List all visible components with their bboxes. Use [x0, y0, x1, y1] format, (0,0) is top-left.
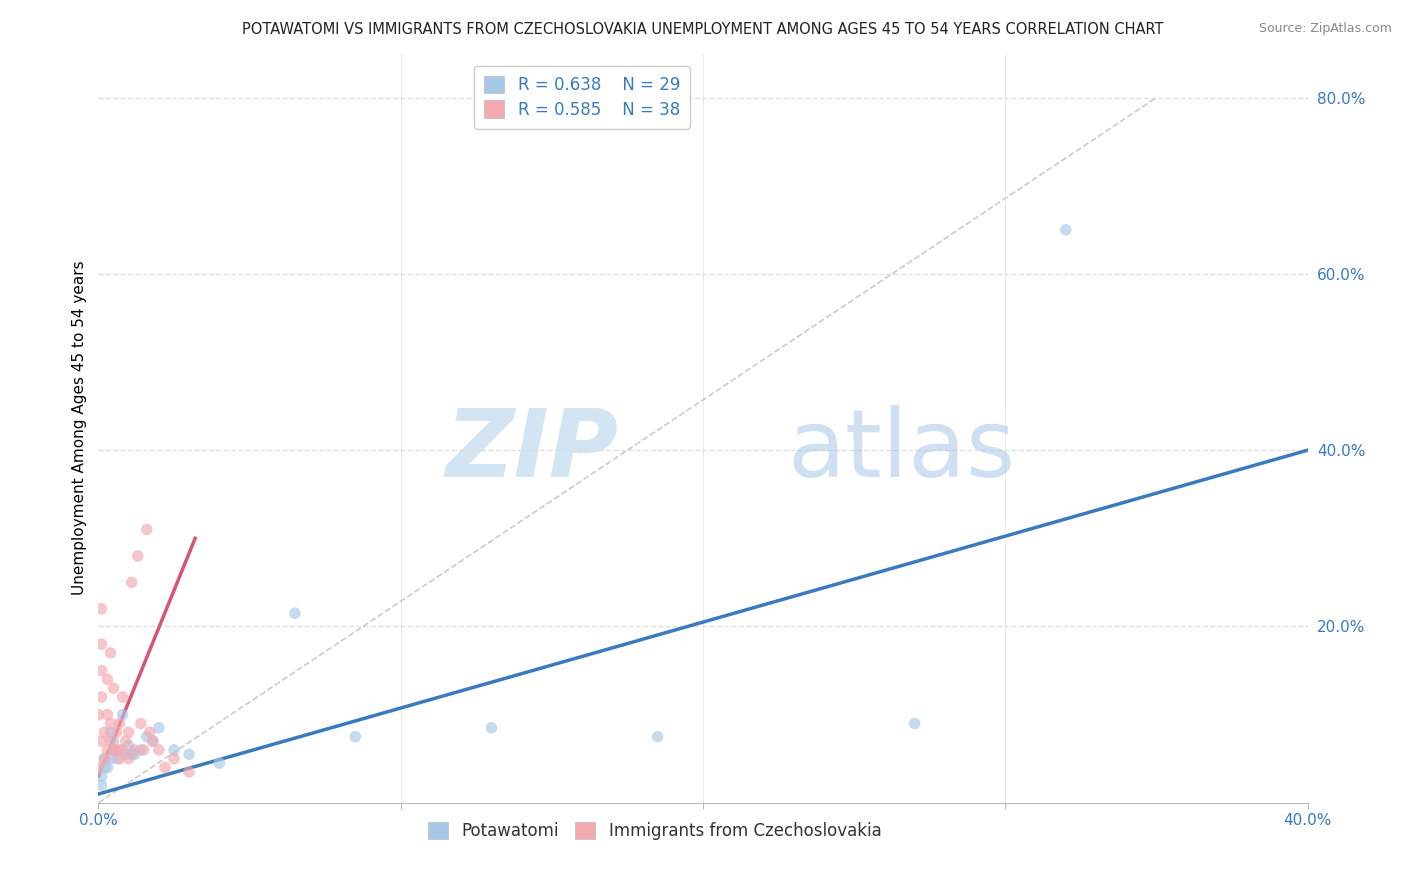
Point [129, 743, 152, 757]
Point [90, 778, 112, 792]
Point [148, 743, 170, 757]
Point [148, 721, 170, 735]
Point [93, 725, 115, 739]
Point [135, 523, 157, 537]
Point [100, 725, 122, 739]
Point [344, 730, 367, 744]
Point [90, 664, 112, 678]
Point [108, 752, 131, 766]
Point [179, 764, 201, 779]
Point [103, 681, 125, 696]
Text: Source: ZipAtlas.com: Source: ZipAtlas.com [1258, 22, 1392, 36]
Point [105, 743, 128, 757]
Point [1054, 223, 1077, 237]
Point [118, 725, 141, 739]
Point [96, 707, 118, 722]
Point [105, 752, 128, 766]
Point [904, 716, 927, 731]
Point [96, 673, 118, 687]
Point [129, 716, 152, 731]
Point [90, 690, 112, 704]
Point [118, 739, 141, 753]
Point [135, 730, 157, 744]
Point [96, 760, 118, 774]
Point [114, 734, 136, 748]
Point [208, 756, 231, 771]
Point [121, 747, 143, 762]
Point [481, 721, 503, 735]
Point [96, 743, 118, 757]
Point [647, 730, 669, 744]
Point [142, 734, 165, 748]
Point [118, 752, 141, 766]
Point [87, 707, 110, 722]
Point [90, 637, 112, 651]
Point [284, 607, 307, 621]
Point [108, 743, 131, 757]
Point [90, 734, 112, 748]
Text: POTAWATOMI VS IMMIGRANTS FROM CZECHOSLOVAKIA UNEMPLOYMENT AMONG AGES 45 TO 54 YE: POTAWATOMI VS IMMIGRANTS FROM CZECHOSLOV… [242, 22, 1164, 37]
Point [124, 747, 146, 762]
Point [127, 549, 149, 563]
Point [179, 747, 201, 762]
Point [105, 725, 128, 739]
Point [108, 716, 131, 731]
Text: atlas: atlas [787, 405, 1017, 497]
Point [100, 716, 122, 731]
Point [139, 725, 162, 739]
Point [163, 743, 186, 757]
Point [93, 752, 115, 766]
Point [111, 690, 134, 704]
Point [153, 760, 176, 774]
Point [124, 743, 146, 757]
Point [142, 734, 165, 748]
Y-axis label: Unemployment Among Ages 45 to 54 years: Unemployment Among Ages 45 to 54 years [72, 260, 87, 596]
Point [132, 743, 155, 757]
Point [114, 747, 136, 762]
Point [100, 734, 122, 748]
Point [111, 743, 134, 757]
Point [87, 760, 110, 774]
Text: ZIP: ZIP [446, 405, 619, 497]
Legend: Potawatomi, Immigrants from Czechoslovakia: Potawatomi, Immigrants from Czechoslovak… [422, 815, 889, 847]
Point [90, 769, 112, 783]
Point [103, 734, 125, 748]
Point [163, 752, 186, 766]
Point [93, 760, 115, 774]
Point [90, 602, 112, 616]
Point [100, 752, 122, 766]
Point [93, 752, 115, 766]
Point [121, 575, 143, 590]
Point [103, 743, 125, 757]
Point [103, 743, 125, 757]
Point [100, 646, 122, 660]
Point [111, 707, 134, 722]
